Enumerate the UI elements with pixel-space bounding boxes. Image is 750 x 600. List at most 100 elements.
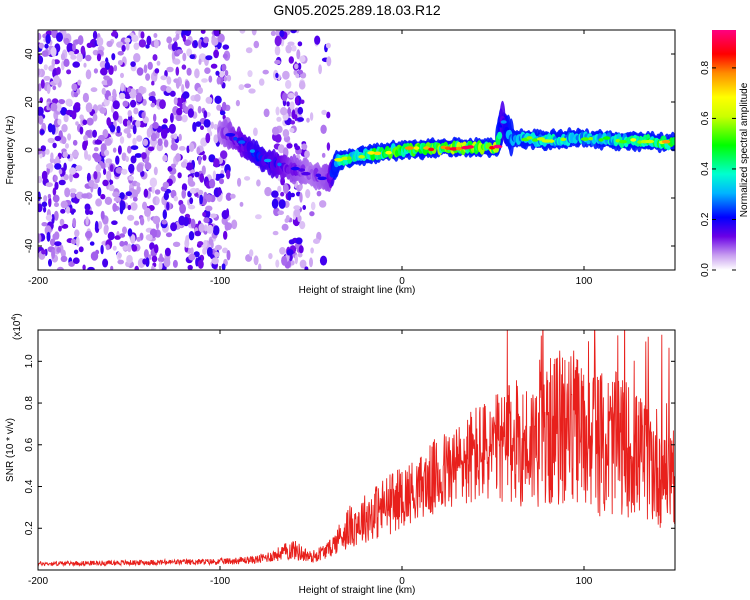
noise-speckle [151, 184, 155, 194]
noise-speckle [60, 208, 66, 214]
noise-speckle [44, 43, 49, 49]
noise-speckle [159, 253, 163, 262]
noise-speckle [102, 258, 109, 268]
noise-speckle [326, 111, 331, 119]
noise-speckle [121, 44, 126, 52]
noise-speckle [162, 118, 168, 124]
noise-speckle [163, 192, 169, 201]
noise-speckle [92, 152, 100, 160]
noise-speckle [245, 47, 253, 54]
noise-speckle [209, 178, 216, 189]
noise-speckle [206, 194, 212, 203]
noise-speckle [166, 86, 172, 93]
noise-speckle [205, 205, 213, 212]
noise-speckle [160, 85, 168, 92]
noise-speckle [203, 224, 208, 232]
noise-speckle [149, 242, 155, 251]
noise-speckle [276, 116, 282, 122]
snr-scale-note: (x104) [11, 313, 23, 340]
noise-speckle [271, 190, 279, 198]
noise-speckle [63, 162, 67, 171]
noise-speckle [121, 152, 127, 161]
noise-speckle [171, 43, 177, 52]
noise-speckle [319, 200, 327, 208]
noise-speckle [59, 218, 65, 226]
noise-speckle [56, 32, 63, 42]
noise-speckle [199, 173, 205, 183]
noise-speckle [219, 70, 225, 78]
noise-speckle [117, 145, 122, 155]
noise-speckle [115, 131, 123, 137]
noise-speckle [247, 70, 253, 78]
noise-speckle [79, 114, 84, 120]
noise-speckle [157, 138, 163, 147]
noise-speckle [43, 195, 48, 203]
noise-speckle [74, 102, 81, 109]
noise-speckle [224, 70, 229, 77]
noise-speckle [115, 167, 124, 174]
noise-speckle [286, 101, 290, 107]
noise-speckle [226, 74, 232, 82]
noise-speckle [129, 175, 134, 181]
ridge-peak [548, 139, 555, 143]
noise-speckle [262, 69, 269, 75]
noise-speckle [81, 193, 89, 199]
noise-speckle [298, 245, 304, 254]
noise-speckle [104, 138, 112, 146]
noise-speckle [153, 113, 157, 123]
noise-speckle [310, 201, 316, 211]
noise-speckle [314, 35, 321, 45]
noise-speckle [71, 150, 79, 158]
noise-speckle [54, 181, 59, 190]
ridge-peak [615, 138, 621, 143]
ridge-peak [428, 147, 435, 152]
noise-speckle [97, 221, 103, 230]
ridge-peak [317, 176, 327, 181]
noise-speckle [274, 59, 281, 65]
noise-speckle [309, 211, 315, 217]
noise-speckle [50, 152, 54, 160]
noise-speckle [132, 196, 138, 202]
noise-speckle [187, 108, 194, 118]
noise-speckle [69, 188, 77, 194]
noise-speckle [86, 172, 91, 183]
noise-speckle [225, 208, 230, 218]
noise-speckle [198, 58, 202, 65]
noise-speckle [186, 48, 193, 57]
noise-speckle [45, 214, 53, 221]
noise-speckle [170, 143, 178, 151]
noise-speckle [187, 264, 193, 270]
noise-speckle [63, 174, 69, 181]
ridge-peak [588, 136, 593, 141]
noise-speckle [95, 198, 102, 207]
noise-speckle [319, 255, 328, 266]
noise-speckle [221, 101, 227, 112]
colorbar-tick-label: 0.0 [700, 263, 711, 277]
noise-speckle [188, 204, 196, 210]
noise-speckle [183, 39, 192, 46]
noise-speckle [72, 257, 80, 265]
noise-speckle [218, 173, 225, 179]
noise-speckle [275, 259, 280, 268]
noise-speckle [151, 265, 155, 270]
noise-speckle [231, 219, 238, 230]
noise-speckle [38, 106, 44, 116]
noise-speckle [116, 125, 121, 134]
noise-speckle [77, 35, 84, 46]
noise-speckle [106, 40, 113, 48]
noise-speckle [116, 41, 124, 48]
noise-speckle [198, 38, 203, 49]
noise-speckle [151, 80, 155, 86]
noise-speckle [237, 177, 242, 187]
spectrogram-cells [38, 30, 675, 270]
noise-speckle [41, 201, 48, 208]
noise-speckle [75, 236, 80, 247]
noise-speckle [189, 197, 194, 205]
noise-speckle [57, 118, 62, 126]
noise-speckle [96, 53, 102, 62]
noise-speckle [175, 153, 181, 162]
noise-speckle [294, 63, 299, 70]
noise-speckle [244, 176, 251, 181]
noise-speckle [112, 203, 118, 212]
colorbar-label: Normalized spectral amplitude [739, 82, 750, 217]
